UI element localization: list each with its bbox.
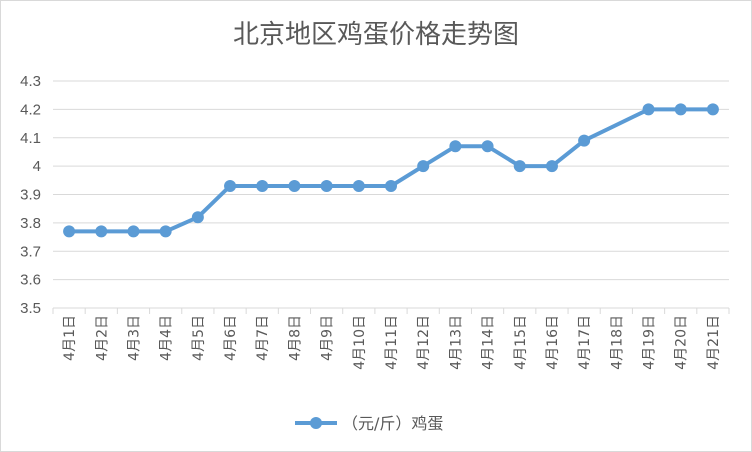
data-point [159,225,172,238]
data-point [288,179,301,192]
data-point [674,103,687,116]
data-point [545,160,558,173]
legend-label: （元/斤）鸡蛋 [342,414,443,433]
data-point [320,179,333,192]
x-tick-label: 4月11日 [384,315,400,370]
x-tick-label: 4月12日 [416,315,432,370]
y-tick-label: 4.3 [20,73,41,90]
y-tick-label: 3.9 [20,187,41,204]
x-tick-label: 4月21日 [706,315,722,370]
data-point [481,140,494,153]
y-tick-label: 3.6 [20,272,41,289]
x-tick-label: 4月9日 [320,315,336,361]
x-axis: 4月1日 4月2日 4月3日 4月4日 4月5日 4月6日 4月7日 4月8日 4月9日 4月10… [52,307,730,370]
y-tick-label: 4.2 [20,101,41,118]
data-point [256,179,269,192]
data-point [578,134,591,147]
y-tick-label: 4 [33,158,41,175]
x-tick-label: 4月5日 [191,315,207,361]
x-tick-label: 4月15日 [513,315,529,370]
y-tick-label: 4.1 [20,130,41,147]
x-tick-label: 4月16日 [545,315,561,370]
data-point [706,103,719,116]
data-point [352,179,365,192]
x-tick-label: 4月17日 [577,315,593,370]
y-axis-ticks: 3.5 3.6 3.7 3.8 3.9 4 4.1 4.2 4.3 [20,73,41,317]
x-tick-label: 4月4日 [159,315,175,361]
x-tick-label: 4月3日 [126,315,142,361]
y-tick-label: 3.5 [20,300,41,317]
data-point [127,225,140,238]
y-tick-label: 3.8 [20,215,41,232]
data-point [385,179,397,192]
x-tick-label: 4月10日 [352,315,368,370]
data-point [95,225,108,238]
legend: （元/斤）鸡蛋 [295,414,443,433]
legend-dot-marker [310,417,322,429]
x-tick-label: 4月1日 [62,315,78,361]
x-tick-label: 4月20日 [674,315,690,370]
x-tick-label: 4月8日 [287,315,303,361]
x-tick-label: 4月2日 [94,315,110,361]
x-tick-label: 4月14日 [481,315,497,370]
x-tick-label: 4月13日 [448,315,464,370]
chart-title: 北京地区鸡蛋价格走势图 [233,20,519,50]
x-tick-label: 4月6日 [223,315,239,361]
series-line [69,107,713,234]
y-tick-label: 3.7 [20,243,41,260]
data-point [642,103,655,116]
gridlines [53,80,729,281]
x-tick-label: 4月19日 [642,315,658,370]
data-point [449,140,462,153]
data-point [513,160,526,173]
data-point [191,211,204,224]
series-egg-price [63,103,719,238]
data-point [224,179,237,192]
data-point [63,225,76,238]
x-tick-label: 4月18日 [609,315,625,370]
data-point [417,160,430,173]
x-tick-label: 4月7日 [255,315,271,361]
